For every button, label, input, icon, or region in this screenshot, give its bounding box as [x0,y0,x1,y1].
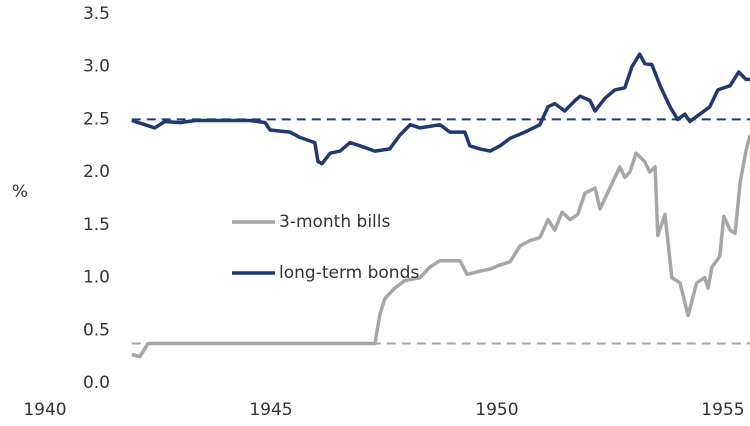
legend-label: long-term bonds [279,263,419,283]
y-tick-label: 0.5 [83,320,110,340]
legend-label: 3-month bills [279,212,390,232]
y-tick-label: 3.5 [83,4,110,24]
x-tick-label: 1945 [249,400,292,420]
y-tick-label: 1.0 [83,268,110,288]
y-tick-label: 2.0 [83,162,110,182]
y-tick-label: 3.0 [83,57,110,77]
y-axis-label: % [12,182,28,202]
y-tick-label: 2.5 [83,109,110,129]
x-tick-label: 1950 [475,400,518,420]
y-tick-label: 0.0 [83,373,110,393]
series-line [131,52,750,166]
series-line [131,134,750,359]
y-tick-label: 1.5 [83,215,110,235]
x-tick-label: 1940 [23,400,66,420]
x-tick-label: 1955 [701,400,744,420]
